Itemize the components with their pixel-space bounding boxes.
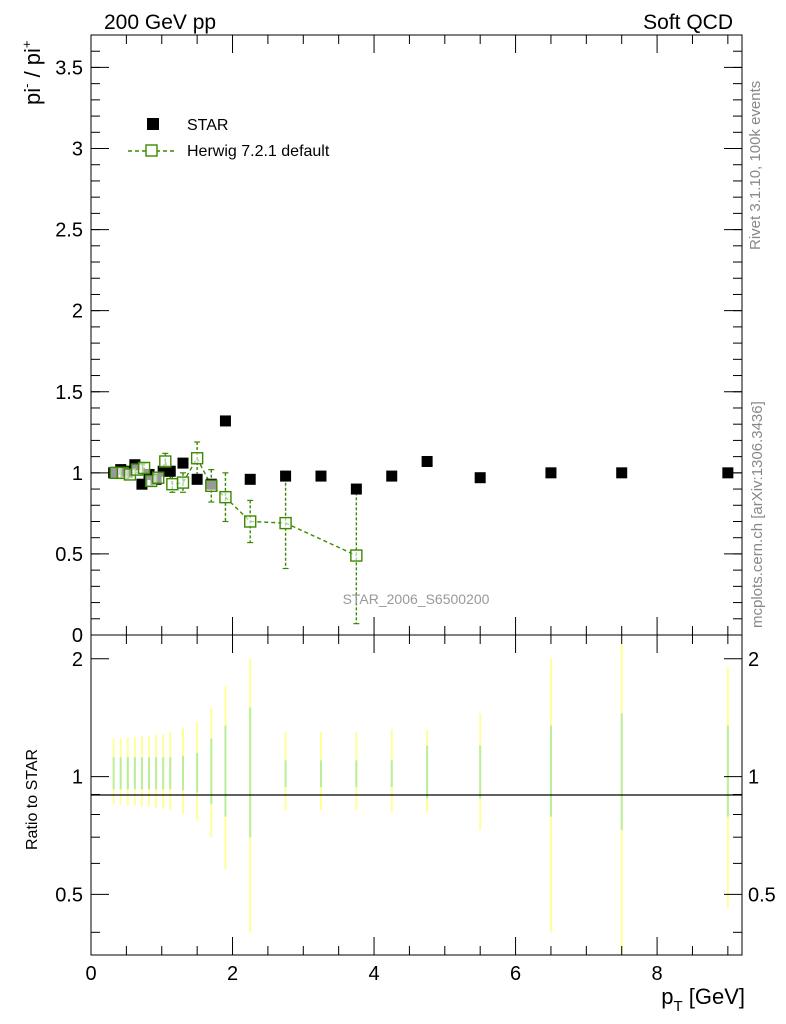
header-right: Soft QCD [643,11,733,34]
star-point [722,467,734,479]
main-ytick-label: 1.5 [55,382,83,404]
main-ytick-label: 1 [72,463,83,485]
xtick-label: 0 [85,963,96,985]
star-point [616,467,628,479]
ratio-ytick-label: 0.5 [55,884,83,906]
legend-herwig-marker [145,144,158,157]
legend-star-marker [147,118,159,130]
star-point [136,478,148,490]
ratio-ylabel: Ratio to STAR [24,749,41,850]
main-ytick-label: 3.5 [55,57,83,79]
ratio-panel: 0.5 0.5 1 1 2 2 0 2 4 6 8 Ratio to STAR pT [GeV] [24,634,776,1015]
star-point [219,415,231,427]
main-axis-ticks: 0 0.5 1 1.5 2 2.5 3 3.5 [55,34,742,647]
star-point [545,467,557,479]
star-point [350,483,362,495]
star-point [157,465,169,477]
ratio-ytick-label-right: 1 [748,767,759,789]
herwig-point [190,452,204,465]
mcplots-label: mcplots.cern.ch [arXiv:1306.3436] [749,401,766,628]
ratio-frame [90,634,743,956]
ratio-ytick-label-right: 2 [748,649,759,671]
main-ytick-label: 2.5 [55,220,83,242]
star-point [315,470,327,482]
header-left: 200 GeV pp [104,11,216,34]
main-ylabel: pi- / pi+ [19,40,45,105]
main-data [108,415,734,625]
herwig-point [166,477,179,491]
xtick-label: 4 [368,963,379,985]
main-ytick-label: 0.5 [55,544,83,566]
star-point [191,473,203,485]
herwig-point [137,461,151,475]
star-point [474,472,486,484]
herwig-point [152,471,165,484]
star-point [280,470,292,482]
legend-star-label: STAR [187,117,228,134]
ratio-bands [112,642,729,955]
herwig-point [350,549,363,562]
herwig-point [244,515,257,528]
star-point [143,468,155,480]
star-point [177,457,189,469]
main-ytick-label: 2 [72,301,83,323]
main-ytick-label: 3 [72,139,83,161]
x-axis-label: pT [GeV] [661,984,745,1015]
herwig-point [205,479,218,493]
main-ytick-label: 0 [72,625,83,647]
star-point [164,465,176,477]
ratio-ytick-label-right: 0.5 [748,884,776,906]
ratio-axis-ticks: 0.5 0.5 1 1 2 2 0 2 4 6 8 [55,635,776,985]
xtick-label: 2 [227,963,238,985]
herwig-point [279,516,292,530]
herwig-point [176,476,190,489]
star-point [421,455,433,467]
legend: STAR Herwig 7.2.1 default [128,117,330,160]
xtick-label: 6 [510,963,521,985]
ratio-ytick-label: 2 [72,649,83,671]
star-point [244,473,256,485]
main-panel: 0 0.5 1 1.5 2 2.5 3 3.5 STAR_2006_S6500200 pi- … [19,34,743,647]
xtick-label: 8 [652,963,663,985]
herwig-point [219,490,232,504]
herwig-point [159,455,172,468]
star-point [386,470,398,482]
analysis-watermark: STAR_2006_S6500200 [343,591,490,607]
ratio-ytick-label: 1 [72,767,83,789]
legend-herwig-label: Herwig 7.2.1 default [187,143,330,160]
herwig-series-line [115,456,357,557]
rivet-label: Rivet 3.1.10, 100k events [747,81,764,250]
